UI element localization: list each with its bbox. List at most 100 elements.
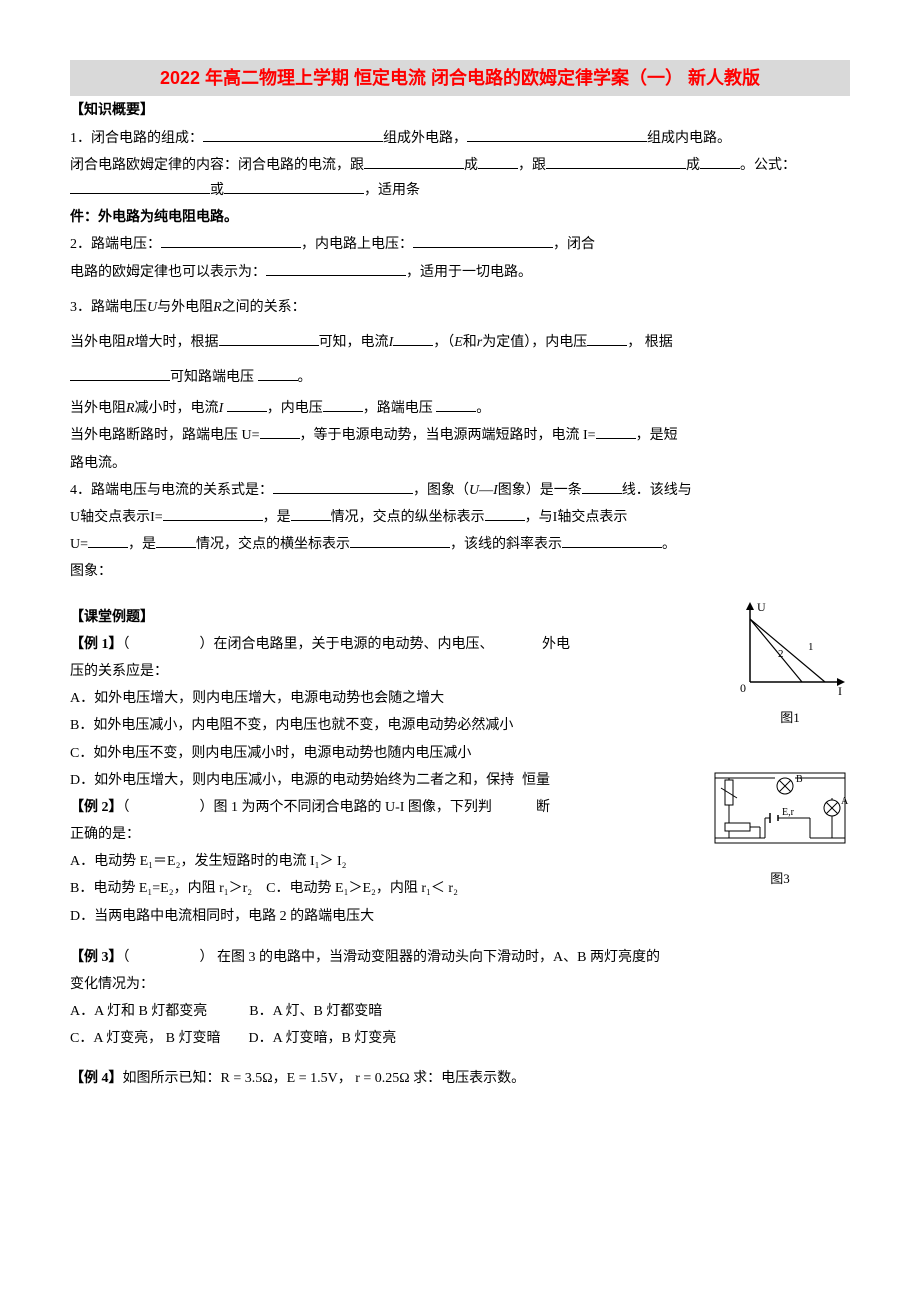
k4b: ，内电路上电压： [301,237,413,252]
k14e: 。 [662,537,676,552]
blank [587,331,627,346]
figure-1: U I 0 1 2 图1 [730,597,850,730]
ex1-text2: 外电 [542,632,570,657]
blank [436,397,476,412]
ex4-label: 【例 4】 [70,1071,123,1086]
k2f: 或 [210,183,224,198]
k13: U轴交点表示I=，是情况，交点的纵坐标表示，与I轴交点表示 [70,505,850,530]
blank [393,331,433,346]
k12f: 图象）是一条 [498,483,582,498]
k7c: 增大时，根据 [135,335,219,350]
ex1-c: C．如外电压不变，则内电压减小时，电源电动势也随内电压减小 [70,741,850,766]
blank [582,479,622,494]
k2a: 闭合电路欧姆定律的内容：闭合电路的电流，跟 [70,158,364,173]
k8: 可知路端电压 。 [70,365,850,390]
k6e: 之间的关系： [222,300,306,315]
ex2-text2: 断 [536,795,550,820]
k9c: 减小时，电流 [135,401,219,416]
ex3-a: A．A 灯和 B 灯都变亮 B．A 灯、B 灯都变暗 [70,999,850,1024]
k7b: R [126,335,135,350]
k13c: 情况，交点的纵坐标表示 [331,510,485,525]
k11: 路电流。 [70,451,850,476]
blank [478,154,518,169]
k6b: U [147,300,157,315]
k7: 当外电阻R增大时，根据可知，电流I，（E和r为定值），内电压， 根据 [70,330,850,355]
ex1-d2: 恒量 [522,768,550,793]
fig3-caption: 图3 [710,867,850,890]
k2: 闭合电路欧姆定律的内容：闭合电路的电流，跟成，跟成。公式：或，适用条 [70,153,850,203]
k10c: ，是短 [636,428,678,443]
k14b: ，是 [128,537,156,552]
k12c: U [469,483,479,498]
blank [219,331,319,346]
k5a: 电路的欧姆定律也可以表示为： [70,265,266,280]
ex2-text: （ ）图 1 为两个不同闭合电路的 U-I 图像，下列判 [123,800,492,815]
k14a: U= [70,537,88,552]
section-knowledge: 【知识概要】 [70,98,850,123]
k7j: 为定值），内电压 [482,335,587,350]
blank [596,424,636,439]
k12a: 4．路端电压与电流的关系式是： [70,483,273,498]
k1-mid: 组成外电路， [383,131,467,146]
k6d: R [213,300,222,315]
ex3: 【例 3】（ ） 在图 3 的电路中，当滑动变阻器的滑动头向下滑动时，A、B 两… [70,945,850,970]
k2b: 成 [464,158,478,173]
blank [291,506,331,521]
k4c: ，闭合 [553,237,595,252]
k7d: 可知，电流 [319,335,389,350]
k7f: ，（ [433,335,454,350]
k12d: — [479,483,493,498]
k8b: 。 [298,370,312,385]
k9b: R [126,401,135,416]
blank [156,533,196,548]
k9: 当外电阻R减小时，电流I ，内电压，路端电压 。 [70,396,850,421]
blank [364,154,464,169]
k14c: 情况，交点的横坐标表示 [196,537,350,552]
blank [70,179,210,194]
k12b: ，图象（ [413,483,469,498]
blank [70,366,170,381]
ex4-text: 如图所示已知：R = 3.5Ω，E = 1.5V， r = 0.25Ω 求：电压… [123,1071,526,1086]
blank [350,533,450,548]
k5: 电路的欧姆定律也可以表示为：，适用于一切电路。 [70,260,850,285]
k9h: 。 [476,401,490,416]
k6: 3．路端电压U与外电阻R之间的关系： [70,295,850,320]
blank [413,233,553,248]
blank [258,366,298,381]
blank [700,154,740,169]
svg-text:B: B [796,774,803,785]
ex3-text: （ ） 在图 3 的电路中，当滑动变阻器的滑动头向下滑动时，A、B 两灯亮度的 [123,950,660,965]
ex2-label: 【例 2】 [70,800,123,815]
k10: 当外电路断路时，路端电压 U= ，等于电源电动势，当电源两端短路时，电流 I= ，是… [70,423,850,448]
blank [224,179,364,194]
k1-pre: 1．闭合电路的组成： [70,131,203,146]
k6c: 与外电阻 [157,300,213,315]
k1: 1．闭合电路的组成：组成外电路，组成内电路。 [70,126,850,151]
k9a: 当外电阻 [70,401,126,416]
svg-text:I: I [838,684,842,697]
figure-3: B A E,r 图3 [710,768,850,891]
ex2-d: D．当两电路中电流相同时，电路 2 的路端电压大 [70,904,850,929]
k15: 图象： [70,559,850,584]
blank [227,397,267,412]
k7h: 和 [463,335,477,350]
k10a: 当外电路断路时，路端电压 U= [70,428,260,443]
k10b: ，等于电源电动势，当电源两端短路时，电流 I= [300,428,596,443]
k13a: U轴交点表示I= [70,510,163,525]
svg-text:1: 1 [808,641,814,653]
blank [485,506,525,521]
k2g: ，适用条 [364,183,420,198]
k14d: ，该线的斜率表示 [450,537,562,552]
k8a: 可知路端电压 [170,370,258,385]
blank [266,261,406,276]
blank [260,424,300,439]
svg-text:0: 0 [740,681,746,695]
blank [163,506,263,521]
k2e: 。公式： [740,158,796,173]
blank [161,233,301,248]
k12g: 线．该线与 [622,483,692,498]
fig1-caption: 图1 [730,706,850,729]
circuit-icon: B A E,r [710,768,850,858]
blank [323,397,363,412]
ex1-d: D．如外电压增大，则内电压减小，电源的电动势始终为二者之和，保持 [70,773,514,788]
